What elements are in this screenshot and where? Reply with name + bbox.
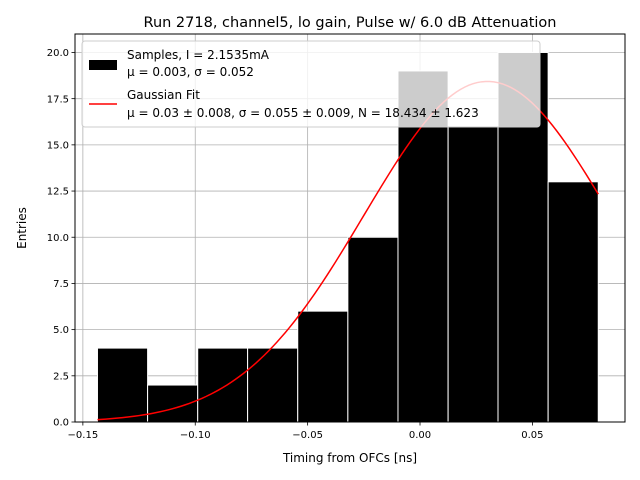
x-tick-label: 0.00 [409,430,431,441]
histogram-bar [447,125,499,423]
x-axis-label: Timing from OFCs [ns] [282,451,417,465]
x-tick-label: 0.05 [521,430,543,441]
y-axis-ticks: 0.0 2.5 5.0 7.5 10.0 12.5 15.0 17.5 20.0 [47,48,75,429]
y-tick-label: 17.5 [47,94,69,105]
legend-label-samples-line1: Samples, I = 2.1535mA [127,48,270,62]
x-tick-label: −0.05 [292,430,323,441]
histogram-bar [297,310,349,423]
y-tick-label: 2.5 [53,371,69,382]
x-tick-label: −0.10 [180,430,211,441]
legend-label-fit-line1: Gaussian Fit [127,88,200,102]
histogram-bar [247,347,299,423]
y-tick-label: 5.0 [53,325,69,336]
legend-box [81,40,541,128]
legend-swatch-samples [89,60,117,70]
histogram-bar [96,347,149,423]
x-axis-ticks: −0.15 −0.10 −0.05 0.00 0.05 [68,422,544,441]
y-tick-label: 20.0 [47,48,69,59]
y-tick-label: 15.0 [47,140,69,151]
y-tick-label: 7.5 [53,279,69,290]
legend-label-samples-line2: μ = 0.003, σ = 0.052 [127,65,254,79]
legend-label-fit-line2: μ = 0.03 ± 0.008, σ = 0.055 ± 0.009, N =… [127,106,479,120]
plot-frame [74,33,626,423]
x-tick-label: −0.15 [68,430,99,441]
legend: Samples, I = 2.1535mA μ = 0.003, σ = 0.0… [81,40,541,128]
y-tick-label: 12.5 [47,187,69,198]
histogram-bars [96,51,599,423]
histogram-bar [547,181,599,423]
histogram-bar [197,347,249,423]
y-axis-label: Entries [15,207,29,249]
y-tick-label: 0.0 [53,418,69,429]
histogram-bar [397,70,449,423]
y-tick-label: 10.0 [47,233,69,244]
histogram-bar [347,236,399,423]
chart-title: Run 2718, channel5, lo gain, Pulse w/ 6.… [144,15,557,31]
